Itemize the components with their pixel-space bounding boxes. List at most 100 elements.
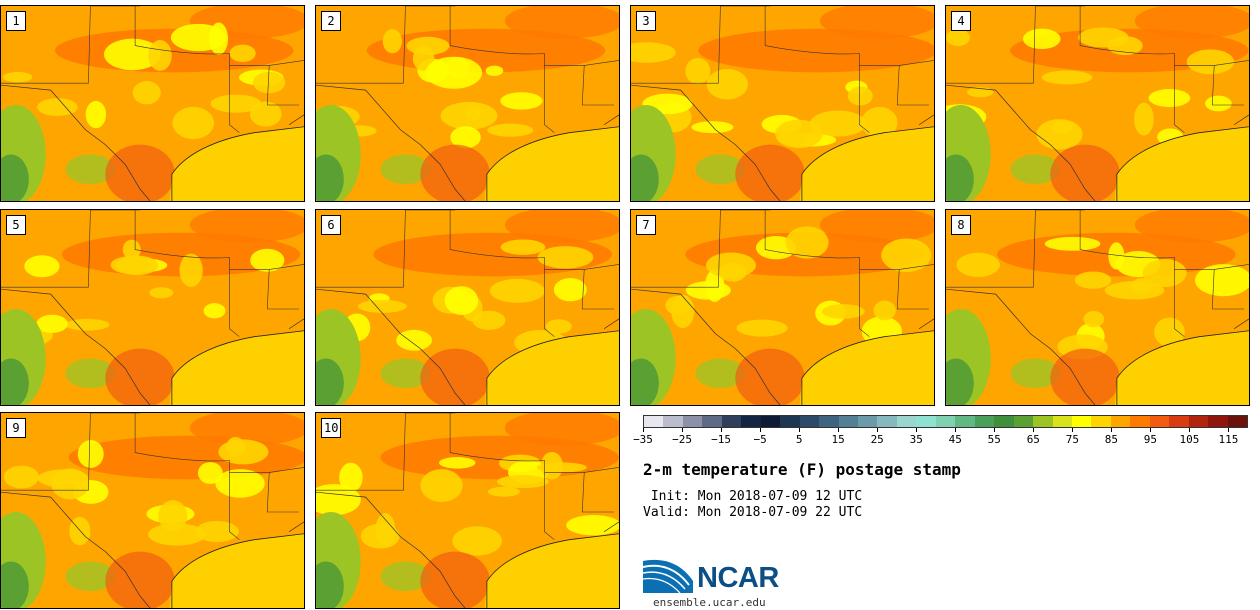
ensemble-url[interactable]: ensemble.ucar.edu	[653, 596, 766, 609]
colorbar-tick	[682, 428, 684, 432]
member-number-label: 4	[951, 11, 971, 31]
member-number-label: 3	[636, 11, 656, 31]
colorbar-tick-label: −15	[711, 433, 731, 446]
colorbar-tick-label: 25	[870, 433, 884, 446]
colorbar-segment	[1052, 416, 1072, 427]
map-shading	[316, 6, 619, 201]
colorbar-tick-label: 5	[795, 433, 803, 446]
map-shading	[1, 6, 304, 201]
colorbar-tick-label: −35	[633, 433, 653, 446]
colorbar-tick	[1189, 428, 1191, 432]
colorbar-segment	[1149, 416, 1170, 427]
colorbar-tick	[1111, 428, 1113, 432]
map-shading	[946, 6, 1249, 201]
colorbar-tick-label: 115	[1218, 433, 1239, 446]
ensemble-member-panel: 2	[315, 5, 620, 202]
colorbar-segment	[974, 416, 995, 427]
colorbar-tick-label: 15	[831, 433, 845, 446]
colorbar-segment	[1169, 416, 1189, 427]
member-number-label: 2	[321, 11, 341, 31]
colorbar-tick-label: 35	[909, 433, 923, 446]
colorbar-segment	[1110, 416, 1131, 427]
colorbar-segment	[721, 416, 742, 427]
colorbar-segment	[1071, 416, 1092, 427]
ensemble-member-panel: 7	[630, 209, 935, 406]
member-number-label: 8	[951, 215, 971, 235]
map-shading	[1, 210, 304, 405]
colorbar-tick-label: −25	[672, 433, 692, 446]
colorbar-segment	[682, 416, 703, 427]
colorbar-tick	[838, 428, 840, 432]
ensemble-member-panel: 3	[630, 5, 935, 202]
colorbar-segment	[1188, 416, 1209, 427]
ensemble-member-panel: 5	[0, 209, 305, 406]
colorbar-tick	[1150, 428, 1152, 432]
colorbar-segment	[857, 416, 878, 427]
colorbar-segment	[741, 416, 761, 427]
ncar-logo-text: NCAR	[697, 562, 779, 594]
ensemble-member-panel: 4	[945, 5, 1250, 202]
colorbar-tick	[916, 428, 918, 432]
colorbar-segment	[663, 416, 683, 427]
map-shading	[631, 210, 934, 405]
colorbar-segment	[1091, 416, 1111, 427]
colorbar-segment	[702, 416, 722, 427]
colorbar-segment	[644, 416, 664, 427]
temperature-colorbar	[643, 415, 1248, 428]
colorbar-segment	[955, 416, 975, 427]
colorbar-tick	[799, 428, 801, 432]
colorbar-segment	[877, 416, 897, 427]
member-number-label: 5	[6, 215, 26, 235]
map-shading	[316, 210, 619, 405]
colorbar-tick	[877, 428, 879, 432]
map-shading	[946, 210, 1249, 405]
ensemble-member-panel: 9	[0, 412, 305, 609]
colorbar-segment	[896, 416, 917, 427]
colorbar-tick	[1033, 428, 1035, 432]
figure-title: 2-m temperature (F) postage stamp	[643, 460, 961, 479]
colorbar-segment	[916, 416, 936, 427]
member-number-label: 1	[6, 11, 26, 31]
colorbar-tick	[1228, 428, 1230, 432]
ensemble-member-panel: 6	[315, 209, 620, 406]
colorbar-tick	[760, 428, 762, 432]
colorbar-tick	[1072, 428, 1074, 432]
colorbar-tick-label: 105	[1179, 433, 1200, 446]
colorbar-tick	[994, 428, 996, 432]
ensemble-member-panel: 8	[945, 209, 1250, 406]
member-number-label: 7	[636, 215, 656, 235]
valid-time: Valid: Mon 2018-07-09 22 UTC	[643, 505, 863, 520]
colorbar-segment	[799, 416, 820, 427]
colorbar-tick	[955, 428, 957, 432]
colorbar-tick-label: 85	[1104, 433, 1118, 446]
map-shading	[316, 413, 619, 608]
colorbar-tick-label: −5	[753, 433, 767, 446]
colorbar-tick-label: 45	[948, 433, 962, 446]
colorbar-segment	[838, 416, 858, 427]
member-number-label: 6	[321, 215, 341, 235]
colorbar-segment	[1208, 416, 1228, 427]
colorbar-segment	[780, 416, 800, 427]
ensemble-member-panel: 1	[0, 5, 305, 202]
colorbar-segment	[819, 416, 839, 427]
colorbar-tick-label: 65	[1026, 433, 1040, 446]
colorbar-tick	[643, 428, 644, 432]
member-number-label: 9	[6, 418, 26, 438]
ncar-logo-icon	[643, 559, 693, 594]
colorbar-segment	[935, 416, 956, 427]
colorbar-segment	[994, 416, 1014, 427]
init-time: Init: Mon 2018-07-09 12 UTC	[643, 489, 863, 504]
map-shading	[1, 413, 304, 608]
colorbar-segment	[1013, 416, 1034, 427]
colorbar-segment	[760, 416, 781, 427]
colorbar-segment	[1227, 416, 1248, 427]
colorbar-tick-label: 95	[1143, 433, 1158, 446]
map-shading	[631, 6, 934, 201]
colorbar-segment	[1130, 416, 1150, 427]
colorbar-tick	[721, 428, 723, 432]
ensemble-member-panel: 10	[315, 412, 620, 609]
colorbar-tick-label: 75	[1065, 433, 1079, 446]
colorbar-tick-label: 55	[987, 433, 1001, 446]
colorbar-segment	[1033, 416, 1053, 427]
member-number-label: 10	[321, 418, 342, 438]
